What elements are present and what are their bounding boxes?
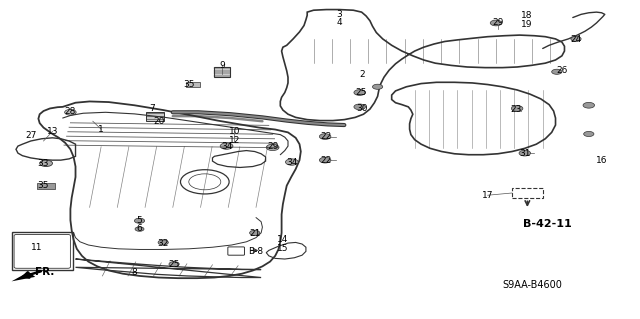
Text: 23: 23 [510, 105, 522, 114]
Text: 32: 32 [157, 239, 169, 248]
Text: 11: 11 [31, 243, 42, 252]
Circle shape [519, 150, 531, 156]
Circle shape [266, 144, 279, 151]
Circle shape [511, 106, 523, 111]
Circle shape [552, 69, 562, 74]
Text: 27: 27 [25, 131, 36, 140]
Text: FR.: FR. [35, 267, 54, 277]
Bar [214, 67, 230, 77]
Text: 5: 5 [137, 216, 142, 225]
Text: 7: 7 [150, 104, 155, 113]
Circle shape [583, 102, 595, 108]
Text: 28: 28 [65, 107, 76, 116]
Circle shape [319, 134, 331, 139]
Circle shape [65, 109, 76, 115]
Text: 10: 10 [228, 127, 240, 136]
Circle shape [372, 84, 383, 89]
Circle shape [169, 262, 179, 267]
Circle shape [135, 227, 144, 231]
Text: 29: 29 [267, 142, 278, 151]
Text: 17: 17 [482, 191, 493, 200]
Text: 22: 22 [321, 132, 332, 141]
Text: 19: 19 [521, 20, 532, 29]
Bar [37, 183, 55, 189]
Circle shape [571, 36, 581, 41]
Text: 9: 9 [220, 61, 225, 70]
Circle shape [354, 90, 365, 95]
Text: B-42-11: B-42-11 [524, 219, 572, 229]
Text: 1: 1 [99, 125, 104, 134]
Text: 33: 33 [38, 159, 49, 168]
Text: 13: 13 [47, 127, 58, 136]
Polygon shape [12, 272, 35, 281]
Circle shape [285, 159, 298, 165]
Text: 34: 34 [221, 142, 232, 151]
Text: 20: 20 [153, 117, 164, 126]
Bar [512, 188, 543, 198]
Text: 29: 29 [492, 19, 504, 27]
Text: 16: 16 [596, 156, 607, 165]
Circle shape [490, 20, 502, 26]
Text: 35: 35 [184, 80, 195, 89]
Text: 22: 22 [321, 156, 332, 165]
Circle shape [158, 240, 168, 245]
Bar [146, 112, 164, 121]
Text: 3: 3 [337, 10, 342, 19]
Text: 2: 2 [360, 70, 365, 78]
Text: 4: 4 [337, 19, 342, 27]
Text: S9AA-B4600: S9AA-B4600 [502, 279, 563, 290]
Text: 24: 24 [570, 35, 582, 44]
Circle shape [134, 218, 145, 223]
Text: 31: 31 [519, 149, 531, 158]
Text: 8: 8 [132, 268, 137, 277]
Text: 15: 15 [276, 244, 288, 253]
Text: 21: 21 [249, 229, 260, 238]
Circle shape [40, 160, 52, 167]
Text: 26: 26 [556, 66, 568, 75]
Text: B-8: B-8 [248, 247, 264, 256]
Circle shape [319, 157, 331, 163]
Bar [186, 82, 200, 87]
Text: 12: 12 [228, 136, 240, 145]
Text: 18: 18 [521, 11, 532, 20]
Text: 14: 14 [276, 235, 288, 244]
Circle shape [250, 230, 260, 235]
Text: 6: 6 [137, 224, 142, 233]
Text: 34: 34 [286, 158, 298, 167]
Text: 25: 25 [355, 88, 367, 97]
Circle shape [354, 104, 365, 110]
Circle shape [584, 131, 594, 137]
Circle shape [220, 143, 233, 149]
Text: 30: 30 [356, 104, 367, 113]
Text: 35: 35 [38, 181, 49, 190]
Text: 25: 25 [168, 260, 180, 269]
Bar [12, 232, 73, 270]
